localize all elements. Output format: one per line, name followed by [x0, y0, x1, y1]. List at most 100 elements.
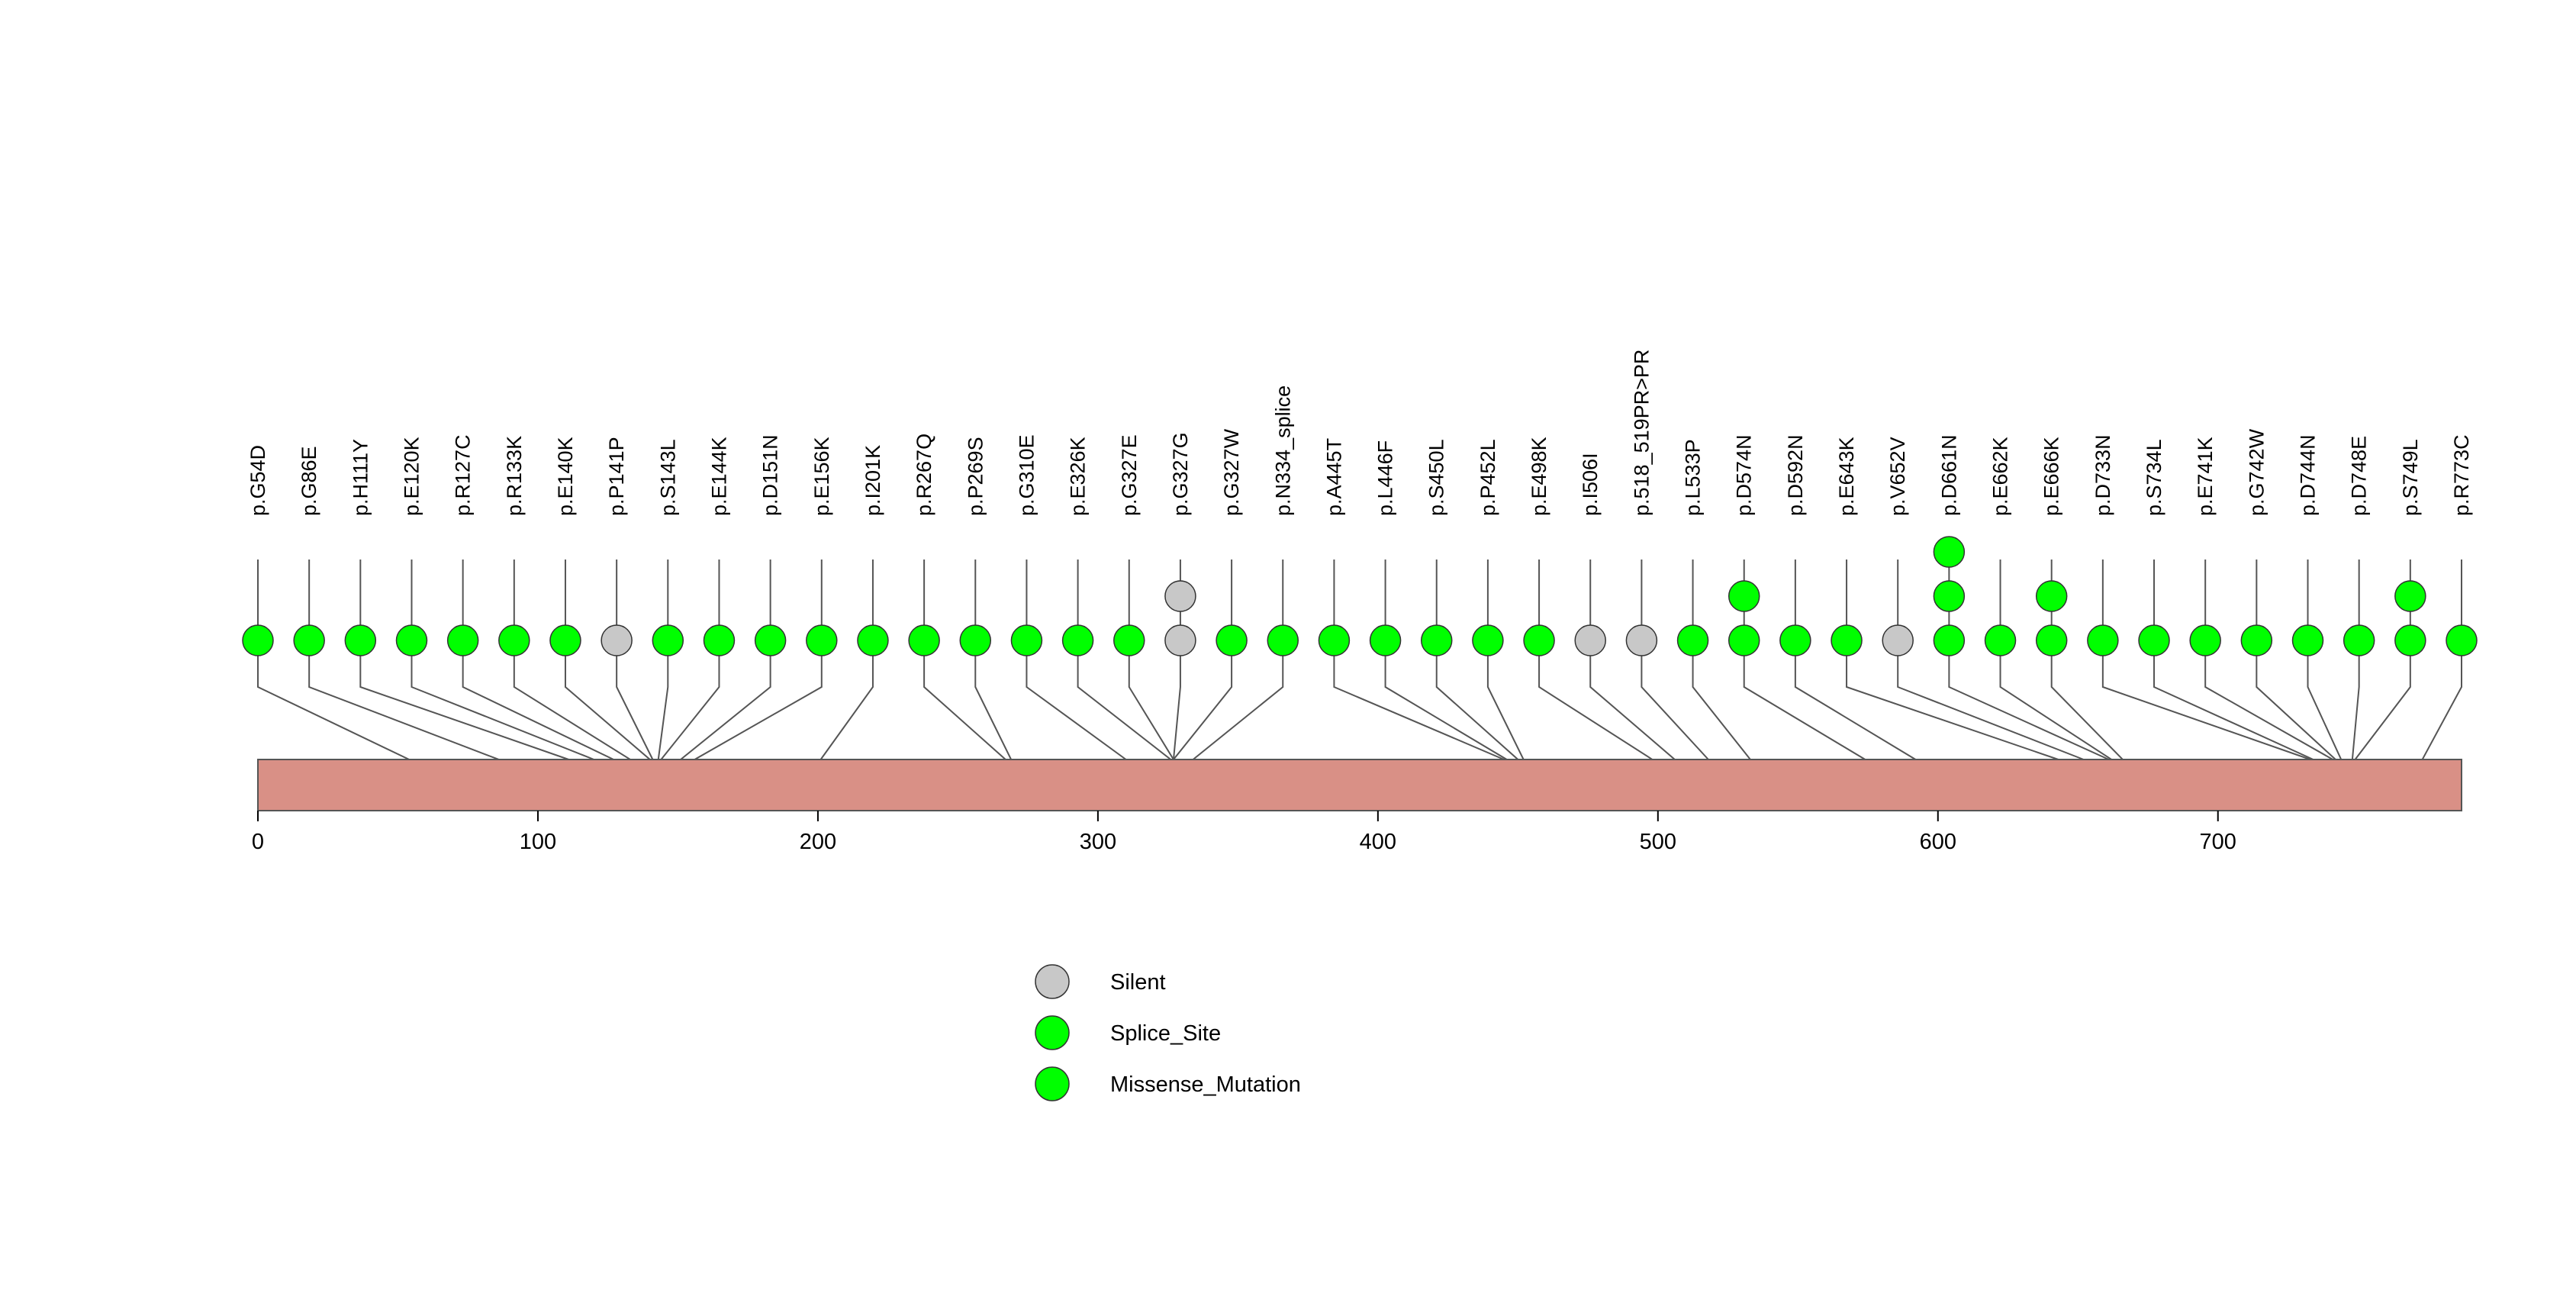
mutation-label: p.E643K: [1835, 437, 1858, 516]
mutation-point: [549, 624, 581, 656]
mutation-point: [1010, 624, 1043, 656]
mutation-label: p.G327E: [1118, 434, 1141, 516]
mutation-point: [1523, 624, 1555, 656]
protein-track: [257, 759, 2462, 811]
mutation-label: p.G327G: [1169, 432, 1192, 516]
mutation-point: [1728, 580, 1760, 612]
mutation-label: p.P141P: [605, 437, 628, 516]
x-tick-label: 200: [800, 830, 836, 854]
mutation-label: p.L533P: [1682, 439, 1705, 516]
mutation-point: [2240, 624, 2273, 656]
mutation-point: [1369, 624, 1402, 656]
mutation-label: p.D151N: [759, 434, 782, 516]
mutation-label: p.G86E: [298, 446, 320, 516]
x-tick-label: 500: [1640, 830, 1676, 854]
mutation-point: [2394, 624, 2426, 656]
mutation-point: [754, 624, 787, 656]
mutation-label: p.D661N: [1937, 434, 1960, 516]
mutation-point: [1216, 624, 1248, 656]
mutation-label: p.I201K: [861, 445, 884, 516]
mutation-point: [2035, 580, 2068, 612]
x-tick-label: 700: [2200, 830, 2236, 854]
mutation-point: [1625, 624, 1658, 656]
mutation-point: [601, 624, 633, 656]
legend-label: Silent: [1110, 970, 1166, 995]
mutation-label: p.E326K: [1067, 437, 1090, 516]
mutation-point: [293, 624, 325, 656]
mutation-label: p.E144K: [707, 437, 730, 516]
mutation-label: p.P452L: [1476, 439, 1499, 516]
mutation-label: p.S749L: [2399, 439, 2422, 516]
mutation-point: [1933, 580, 1966, 612]
legend-swatch: [1035, 1015, 1070, 1050]
mutation-label: p.E140K: [554, 437, 577, 516]
x-axis: 0 100 200 300 400 500 600 700: [252, 811, 2236, 854]
mutation-point: [1472, 624, 1504, 656]
mutation-point: [1933, 536, 1966, 568]
mutation-label: p.R133K: [503, 436, 526, 516]
mutation-label: p.R773C: [2450, 434, 2473, 516]
mutation-label: p.G742W: [2245, 428, 2268, 516]
mutation-point: [1779, 624, 1811, 656]
mutation-point: [1676, 624, 1709, 656]
mutation-point: [498, 624, 530, 656]
mutation-point: [1164, 580, 1196, 612]
mutation-label: p.E741K: [2194, 437, 2217, 516]
mutation-point: [1882, 624, 1914, 656]
mutation-point: [2343, 624, 2375, 656]
x-tick-label: 300: [1080, 830, 1116, 854]
mutation-label: p.G54D: [246, 445, 269, 516]
mutation-label: p.A445T: [1322, 438, 1345, 516]
mutation-point: [857, 624, 889, 656]
mutation-point: [908, 624, 940, 656]
mutation-point: [1574, 624, 1606, 656]
mutation-point: [395, 624, 428, 656]
mutation-label: p.P269S: [964, 437, 987, 516]
mutation-label: p.R127C: [452, 434, 475, 516]
mutation-label: p.V652V: [1886, 437, 1909, 516]
mutation-labels: p.G54D p.G86E p.H111Y p.E120K p.R127C p.R133K…: [246, 350, 2473, 516]
mutation-point: [1061, 624, 1094, 656]
mutation-point: [2138, 624, 2170, 656]
legend-swatch: [1035, 964, 1070, 999]
mutation-label: p.G327W: [1220, 428, 1243, 516]
x-tick-label: 600: [1920, 830, 1956, 854]
mutation-point: [1318, 624, 1351, 656]
mutation-label: p.H111Y: [349, 439, 372, 516]
x-tick-label: 400: [1360, 830, 1396, 854]
protein-bar: [257, 759, 2462, 811]
mutation-label: p.518_519PR>PR: [1630, 350, 1653, 516]
mutation-point: [1113, 624, 1145, 656]
mutation-point: [2394, 580, 2426, 612]
legend-swatch: [1035, 1066, 1070, 1101]
x-tick-label: 100: [520, 830, 556, 854]
mutation-label: p.E120K: [400, 437, 423, 516]
mutation-label: p.E666K: [2040, 437, 2063, 516]
mutation-point: [2291, 624, 2324, 656]
mutation-label: p.D574N: [1733, 434, 1756, 516]
mutation-point: [242, 624, 274, 656]
mutation-label: p.E156K: [810, 437, 833, 516]
mutation-label: p.D748E: [2348, 436, 2371, 516]
x-tick-label: 0: [252, 830, 264, 854]
mutation-label: p.S734L: [2143, 439, 2165, 516]
mutation-label: p.E662K: [1989, 437, 2012, 516]
legend-label: Splice_Site: [1110, 1021, 1221, 1046]
mutation-label: p.D733N: [2091, 434, 2114, 516]
mutation-point: [1728, 624, 1760, 656]
mutation-label: p.S450L: [1425, 439, 1448, 516]
mutation-point: [2087, 624, 2119, 656]
mutation-label: p.L446F: [1374, 440, 1397, 516]
mutation-point: [959, 624, 992, 656]
mutation-point: [1933, 624, 1966, 656]
mutation-point: [1267, 624, 1299, 656]
mutation-point: [2446, 624, 2478, 656]
mutation-point: [703, 624, 736, 656]
mutation-point: [1164, 624, 1196, 656]
mutation-label: p.G310E: [1015, 434, 1038, 516]
mutation-label: p.D592N: [1784, 434, 1807, 516]
mutation-point: [2035, 624, 2068, 656]
legend: Silent Splice_Site Missense_Mutation: [1035, 964, 1301, 1101]
mutation-point: [652, 624, 684, 656]
